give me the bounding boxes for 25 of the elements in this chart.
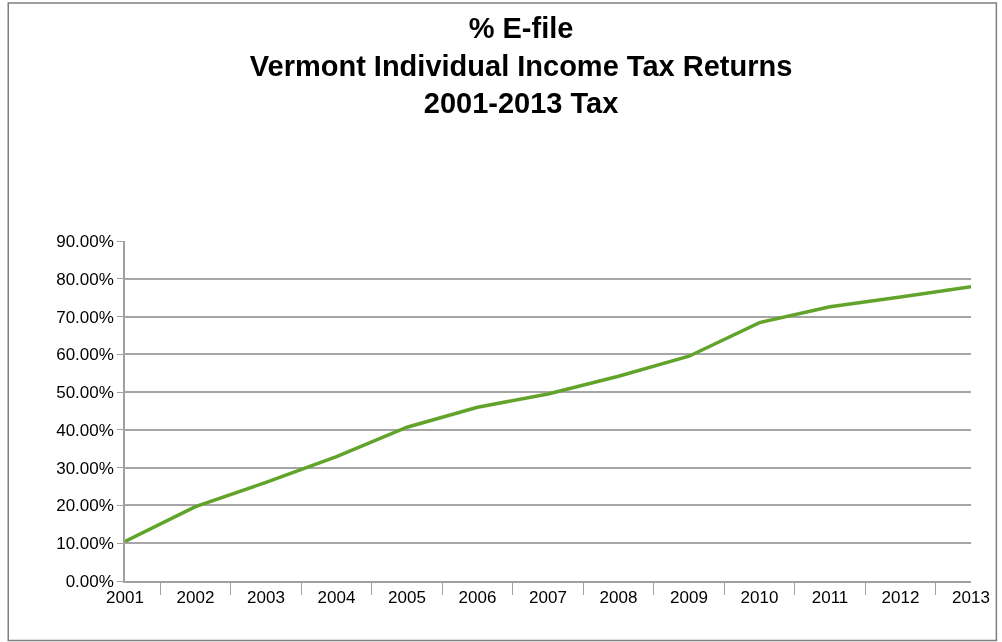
chart-title: % E-file Vermont Individual Income Tax Returns 2001-2013 Tax xyxy=(249,12,793,120)
x-tick-label: 2010 xyxy=(740,588,779,608)
x-tick-label: 2007 xyxy=(529,588,567,608)
x-tick-label: 2002 xyxy=(176,588,215,608)
y-tick-label: 40.00% xyxy=(56,420,114,440)
x-tick-label: 2006 xyxy=(458,588,497,608)
x-tick-label: 2004 xyxy=(317,588,356,608)
x-tick-label: 2009 xyxy=(670,588,708,608)
y-tick-label: 10.00% xyxy=(56,534,114,554)
x-tick-label: 2001 xyxy=(106,588,144,608)
y-tick-label: 20.00% xyxy=(56,496,114,516)
x-tick-label: 2012 xyxy=(881,588,920,608)
y-tick-label: 90.00% xyxy=(56,231,114,251)
x-tick-label: 2013 xyxy=(952,588,990,608)
y-tick-label: 0.00% xyxy=(65,571,114,591)
y-tick-label: 60.00% xyxy=(56,345,114,365)
y-tick-label: 50.00% xyxy=(56,383,114,403)
y-tick-label: 80.00% xyxy=(56,269,114,289)
x-tick-label: 2003 xyxy=(247,588,285,608)
x-tick-label: 2011 xyxy=(811,588,849,608)
line-series xyxy=(125,284,971,544)
x-tick-label: 2008 xyxy=(599,588,638,608)
x-tick-label: 2005 xyxy=(388,588,426,608)
y-tick-label: 30.00% xyxy=(56,458,114,478)
y-tick-label: 70.00% xyxy=(56,307,114,327)
